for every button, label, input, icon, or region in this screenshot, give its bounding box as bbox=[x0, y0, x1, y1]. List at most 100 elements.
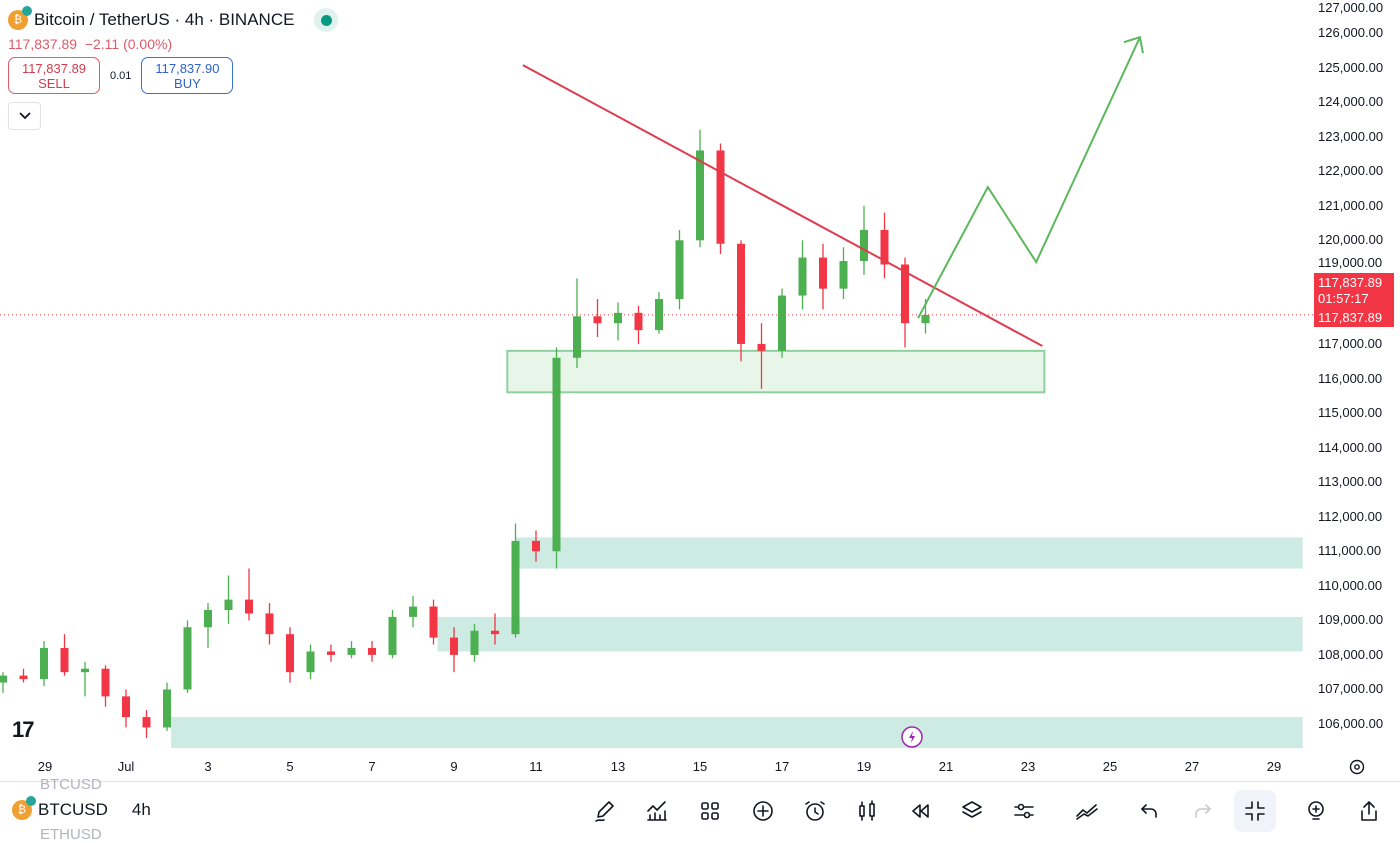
time-label: 9 bbox=[450, 759, 458, 774]
price-label: 120,000.00 bbox=[1318, 232, 1384, 248]
price-tag: 117,837.89 01:57:17 bbox=[1314, 273, 1394, 309]
redo-icon bbox=[1195, 804, 1211, 818]
projection-path bbox=[917, 36, 1141, 319]
candle-body bbox=[142, 717, 151, 728]
candle-body bbox=[921, 314, 930, 324]
support-zone bbox=[515, 537, 1303, 569]
candle-body bbox=[204, 609, 212, 628]
symbol-list-prev[interactable]: BTCUSD bbox=[40, 776, 102, 793]
replay-button[interactable] bbox=[899, 790, 941, 832]
sell-label: SELL bbox=[38, 76, 70, 91]
candle-body bbox=[409, 606, 417, 617]
bitcoin-icon: ₿ bbox=[12, 796, 36, 820]
buy-label: BUY bbox=[174, 76, 201, 91]
indicators-button[interactable] bbox=[636, 790, 678, 832]
candle-body bbox=[245, 599, 253, 614]
candle-body bbox=[60, 647, 69, 673]
flash-icon[interactable] bbox=[901, 726, 923, 748]
support-zone bbox=[171, 717, 1303, 749]
price-label: 126,000.00 bbox=[1318, 25, 1384, 40]
bitcoin-icon: ₿ bbox=[8, 6, 32, 30]
candle-body bbox=[0, 675, 7, 683]
chart-canvas[interactable] bbox=[0, 0, 1314, 780]
candle-body bbox=[737, 243, 745, 344]
price-label: 116,000.00 bbox=[1318, 370, 1383, 386]
candle-body bbox=[81, 668, 89, 673]
settings-icon[interactable] bbox=[1348, 758, 1366, 776]
candle-body bbox=[306, 651, 315, 673]
candle-body bbox=[224, 599, 233, 610]
drawing-tools-button[interactable] bbox=[584, 790, 626, 832]
time-label: 29 bbox=[1266, 759, 1282, 774]
chart-type-button[interactable] bbox=[846, 790, 888, 832]
share-button[interactable] bbox=[1348, 790, 1390, 832]
price-label: 109,000.00 bbox=[1318, 612, 1384, 628]
candle-body bbox=[19, 675, 28, 680]
candle-body bbox=[634, 312, 643, 331]
time-label: 19 bbox=[856, 759, 872, 774]
time-label: 7 bbox=[368, 759, 376, 774]
expand-button[interactable] bbox=[8, 102, 41, 130]
candle-body bbox=[122, 696, 130, 718]
candle-body bbox=[819, 257, 827, 289]
undo-button[interactable] bbox=[1128, 790, 1170, 832]
candle-body bbox=[860, 229, 868, 262]
price-label: 122,000.00 bbox=[1318, 163, 1384, 179]
candle-body bbox=[901, 264, 909, 324]
price-label: 114,000.00 bbox=[1318, 439, 1383, 455]
price-label: 115,000.00 bbox=[1318, 405, 1383, 421]
collapse-icon bbox=[1245, 801, 1265, 821]
sell-price: 117,837.89 bbox=[21, 61, 87, 76]
price-label: 119,000.00 bbox=[1318, 255, 1383, 270]
sliders-icon bbox=[1014, 803, 1034, 819]
time-label: 25 bbox=[1102, 759, 1118, 774]
trend-chart-icon bbox=[1076, 804, 1098, 820]
symbol-list-next[interactable]: ETHUSD bbox=[40, 826, 102, 843]
candle-body bbox=[655, 299, 663, 331]
symbol-selector[interactable]: ₿ BTCUSD 4h bbox=[12, 796, 151, 820]
market-status-icon bbox=[314, 8, 339, 32]
price-label: 111,000.00 bbox=[1318, 543, 1382, 559]
current-price-tag: 117,837.89 bbox=[1314, 309, 1394, 327]
candle-body bbox=[573, 316, 581, 358]
time-label: 5 bbox=[286, 759, 294, 774]
add-button[interactable] bbox=[742, 790, 784, 832]
candle-body bbox=[286, 634, 294, 673]
candle-body bbox=[532, 540, 540, 552]
time-label: 17 bbox=[774, 759, 790, 774]
candle-body bbox=[470, 630, 479, 655]
indicators-icon bbox=[647, 801, 667, 821]
candle-body bbox=[778, 295, 786, 351]
object-tree-button[interactable] bbox=[951, 790, 993, 832]
undo-icon bbox=[1141, 804, 1157, 818]
price-label: 117,000.00 bbox=[1318, 335, 1383, 351]
bottom-toolbar: BTCUSD ₿ BTCUSD 4h ETHUSD bbox=[0, 776, 1400, 843]
candle-body bbox=[347, 647, 356, 655]
chevron-down-icon bbox=[18, 112, 31, 120]
price-label: 112,000.00 bbox=[1318, 508, 1383, 524]
price-change: −2.11 (0.00%) bbox=[84, 36, 173, 52]
fullscreen-exit-button[interactable] bbox=[1234, 790, 1276, 832]
candle-body bbox=[265, 613, 274, 635]
layouts-button[interactable] bbox=[689, 790, 731, 832]
sell-button[interactable]: 117,837.89 SELL bbox=[8, 57, 100, 94]
rewind-icon bbox=[912, 804, 929, 818]
alert-button[interactable] bbox=[794, 790, 836, 832]
time-label: Jul bbox=[117, 759, 135, 774]
candle-body bbox=[327, 651, 335, 655]
candle-body bbox=[429, 606, 438, 638]
tradingview-logo: 17 bbox=[12, 717, 35, 742]
ideas-button[interactable] bbox=[1295, 790, 1337, 832]
symbol-title[interactable]: Bitcoin / TetherUS · 4h · BINANCE bbox=[34, 10, 295, 29]
time-label: 23 bbox=[1020, 759, 1036, 774]
price-label: 108,000.00 bbox=[1318, 646, 1384, 662]
compare-button[interactable] bbox=[1066, 790, 1108, 832]
settings-button[interactable] bbox=[1003, 790, 1045, 832]
candle-body bbox=[491, 630, 499, 635]
buy-button[interactable]: 117,837.90 BUY bbox=[141, 57, 234, 94]
candle-body bbox=[552, 357, 561, 552]
redo-button[interactable] bbox=[1182, 790, 1224, 832]
candle-body bbox=[696, 150, 704, 241]
candle-body bbox=[614, 312, 622, 324]
interval-selector[interactable]: 4h bbox=[131, 800, 151, 819]
